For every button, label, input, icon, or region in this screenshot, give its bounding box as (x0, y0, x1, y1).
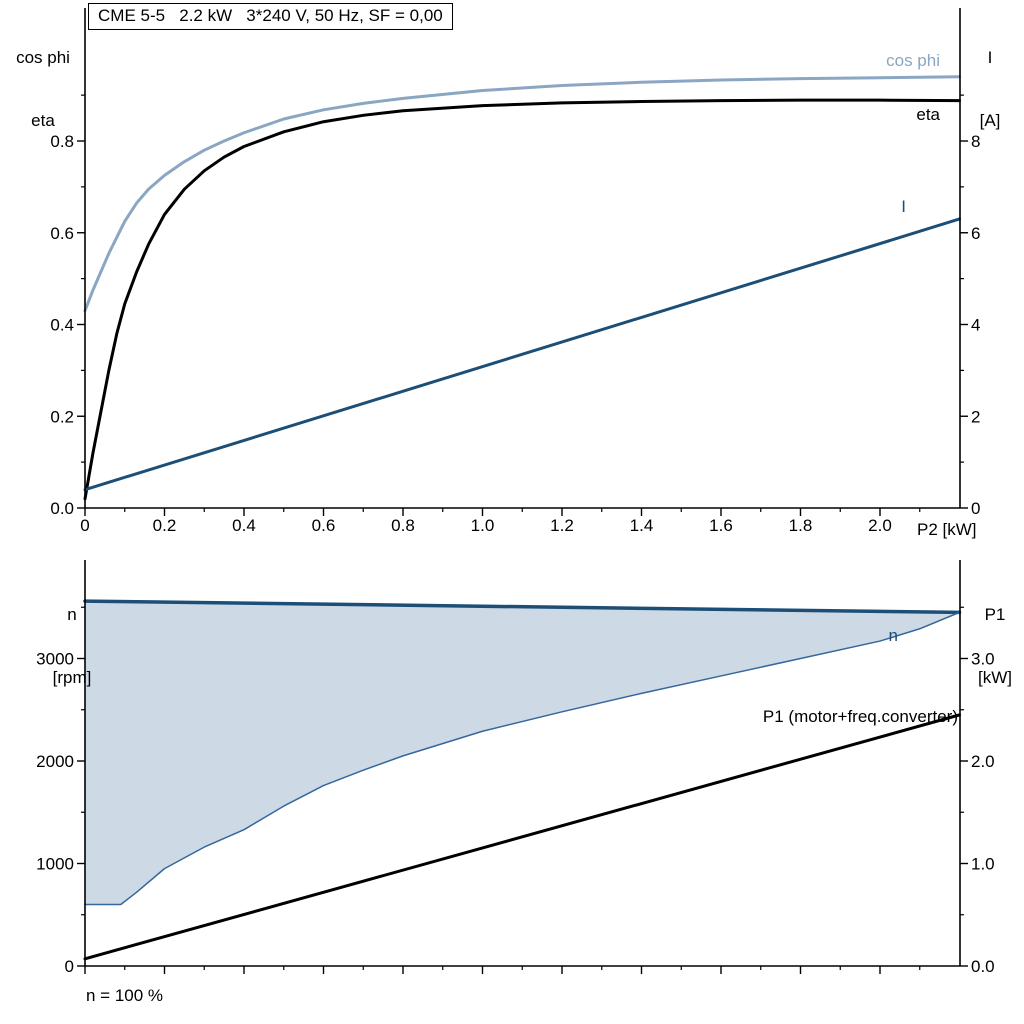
axis-title-current: I (987, 48, 993, 67)
svg-text:0: 0 (971, 499, 980, 518)
top-left-axis-title: cos phi eta (6, 5, 80, 152)
svg-text:0.4: 0.4 (232, 516, 256, 535)
axis-title-speed-unit: [rpm] (52, 668, 92, 687)
x-axis-label-p2: P2 [kW] (917, 520, 977, 539)
svg-text:3.0: 3.0 (971, 650, 995, 669)
axis-title-eta: eta (31, 111, 55, 130)
svg-text:2: 2 (971, 407, 980, 426)
svg-text:1000: 1000 (36, 855, 74, 874)
svg-text:0.2: 0.2 (50, 407, 74, 426)
curve-label-current: I (901, 197, 906, 216)
svg-text:0.4: 0.4 (50, 316, 74, 335)
svg-text:0.6: 0.6 (312, 516, 336, 535)
svg-text:0.0: 0.0 (971, 957, 995, 976)
axis-title-cos-phi: cos phi (16, 48, 70, 67)
svg-text:6: 6 (971, 224, 980, 243)
svg-text:2000: 2000 (36, 752, 74, 771)
chart-title-box: CME 5-5 2.2 kW 3*240 V, 50 Hz, SF = 0,00 (88, 3, 453, 30)
axis-title-p1: P1 (984, 605, 1006, 624)
svg-text:0.0: 0.0 (50, 499, 74, 518)
svg-text:1.8: 1.8 (789, 516, 813, 535)
axis-title-speed: n (67, 605, 77, 624)
svg-text:0.2: 0.2 (153, 516, 177, 535)
axis-title-current-unit: [A] (979, 111, 1001, 130)
svg-text:0: 0 (80, 516, 89, 535)
svg-text:0.6: 0.6 (50, 224, 74, 243)
svg-text:3000: 3000 (36, 650, 74, 669)
svg-text:0: 0 (65, 957, 74, 976)
svg-text:1.2: 1.2 (550, 516, 574, 535)
curve-label-speed: n (888, 626, 898, 645)
curve-label-eta: eta (916, 105, 940, 124)
bottom-left-axis-title: n [rpm] (40, 562, 104, 709)
svg-text:1.4: 1.4 (630, 516, 654, 535)
top-right-axis-title: I [A] (962, 5, 1018, 152)
bottom-right-axis-title: P1 [kW] (966, 562, 1024, 709)
svg-text:0.8: 0.8 (50, 132, 74, 151)
svg-text:0.8: 0.8 (391, 516, 415, 535)
svg-text:4: 4 (971, 316, 980, 335)
svg-text:1.0: 1.0 (471, 516, 495, 535)
svg-text:8: 8 (971, 132, 980, 151)
curve-label-cos-phi: cos phi (886, 51, 940, 70)
axis-title-p1-unit: [kW] (978, 668, 1012, 687)
svg-text:1.6: 1.6 (709, 516, 733, 535)
svg-text:1.0: 1.0 (971, 855, 995, 874)
svg-text:2.0: 2.0 (868, 516, 892, 535)
curve-label-p1: P1 (motor+freq.converter) (762, 707, 958, 726)
svg-text:2.0: 2.0 (971, 752, 995, 771)
speed-annotation: n = 100 % (86, 986, 164, 1005)
